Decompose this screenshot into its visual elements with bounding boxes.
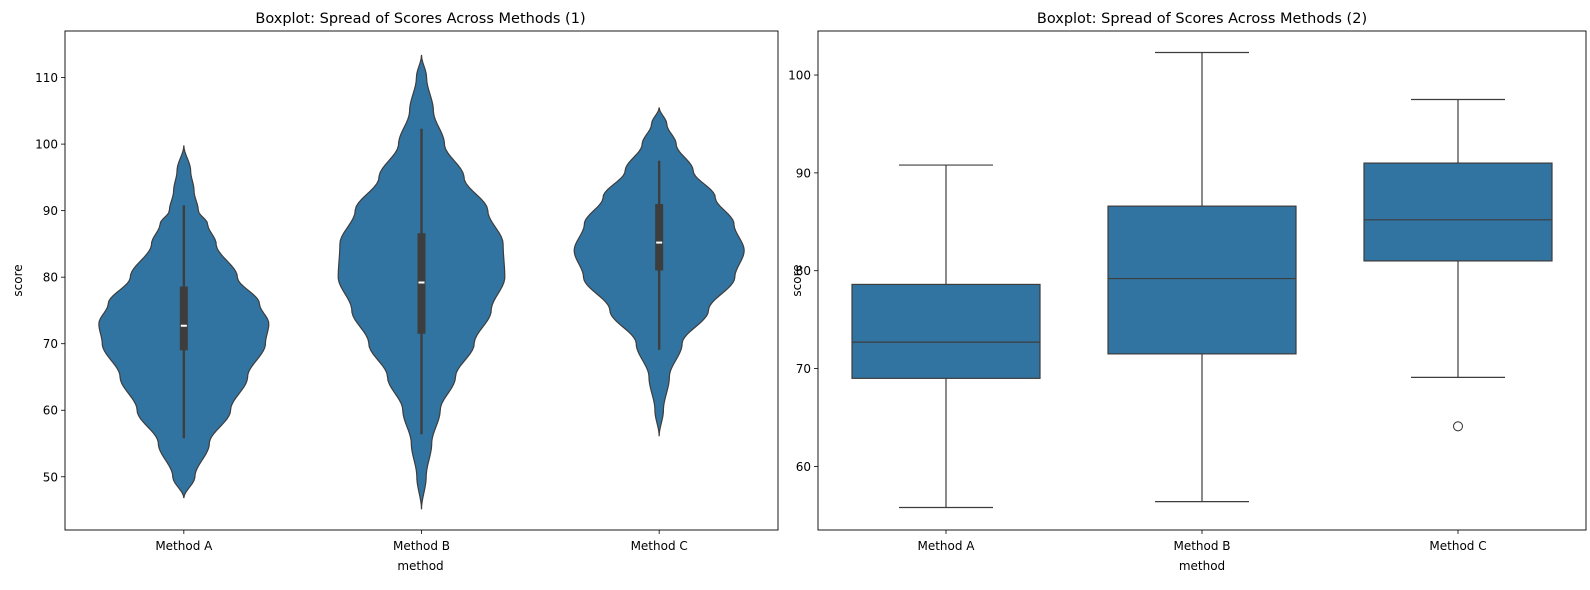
y-axis-label: score (11, 264, 25, 296)
box-panel: Boxplot: Spread of Scores Across Methods… (788, 11, 1587, 573)
y-tick-label: 90 (796, 166, 811, 180)
y-tick-label: 70 (796, 362, 811, 376)
y-tick-label: 80 (43, 271, 58, 285)
y-tick-label: 110 (35, 71, 58, 85)
x-tick-label: Method B (393, 539, 450, 553)
x-tick-label: Method B (1173, 539, 1230, 553)
box-iqr (1107, 205, 1297, 355)
y-tick-label: 100 (35, 138, 58, 152)
y-tick-label: 50 (43, 470, 58, 484)
outlier-point (1452, 421, 1464, 432)
x-axis-label: method (397, 559, 443, 573)
violin-iqr-bar (179, 286, 188, 351)
x-tick-label: Method A (155, 539, 213, 553)
x-tick-label: Method C (1429, 539, 1486, 553)
x-tick-label: Method A (917, 539, 975, 553)
y-axis-label: score (790, 264, 804, 296)
plot-frame (64, 30, 779, 531)
x-tick-label: Method C (631, 539, 688, 553)
y-tick-label: 100 (788, 69, 811, 83)
y-tick-label: 90 (43, 204, 58, 218)
plot-frame (817, 30, 1587, 531)
violin-iqr-bar (655, 203, 664, 271)
x-axis-label: method (1179, 559, 1225, 573)
y-tick-label: 60 (43, 404, 58, 418)
box-iqr (1363, 162, 1553, 262)
chart-title: Boxplot: Spread of Scores Across Methods… (1037, 11, 1367, 27)
y-tick-label: 80 (796, 264, 811, 278)
violin-panel: Boxplot: Spread of Scores Across Methods… (11, 11, 779, 573)
y-tick-label: 60 (796, 460, 811, 474)
chart-title: Boxplot: Spread of Scores Across Methods… (255, 11, 585, 27)
box-iqr (851, 283, 1041, 379)
y-tick-label: 70 (43, 337, 58, 351)
